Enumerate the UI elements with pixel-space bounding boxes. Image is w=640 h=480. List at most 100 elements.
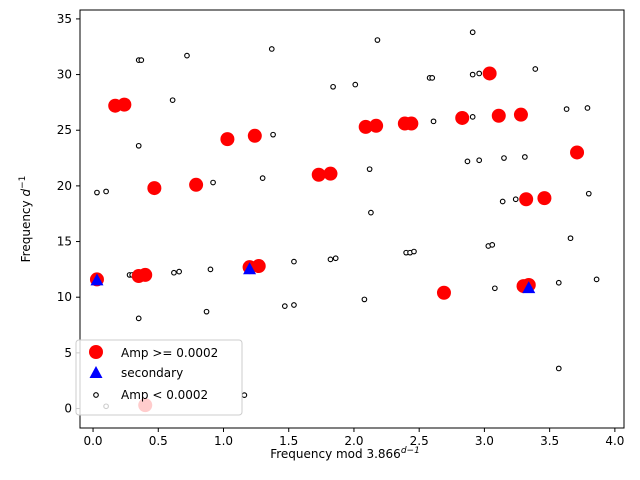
y-axis-label: Frequency d−1	[18, 176, 33, 263]
x-tick-label: 0.0	[83, 434, 102, 448]
point-secondary	[90, 273, 104, 286]
point-amp-low	[327, 256, 334, 263]
point-amp-low	[491, 285, 498, 292]
point-amp-low	[532, 66, 539, 72]
point-amp-low	[522, 154, 528, 160]
y-tick-label: 25	[57, 123, 72, 137]
point-amp-low	[332, 255, 339, 262]
point-amp-low	[469, 71, 476, 78]
y-tick-label: 0	[64, 402, 72, 416]
x-tick-label: 2.0	[344, 434, 363, 448]
legend-label-amp-high: Amp >= 0.0002	[121, 346, 218, 360]
x-tick-label: 3.5	[540, 434, 559, 448]
point-amp-low	[567, 235, 574, 242]
point-amp-low	[361, 296, 368, 303]
x-axis-label: Frequency mod 3.866d−1	[270, 446, 420, 461]
point-amp-high	[189, 177, 204, 192]
plot-frame	[79, 9, 625, 429]
point-amp-low	[291, 258, 297, 265]
point-amp-low	[476, 70, 483, 77]
point-amp-low	[476, 157, 483, 164]
point-amp-low	[555, 279, 562, 286]
x-tick-label: 2.5	[410, 434, 429, 448]
x-tick-label: 1.0	[214, 434, 233, 448]
x-tick-label: 0.5	[149, 434, 168, 448]
point-amp-high	[358, 119, 373, 134]
point-amp-low	[135, 315, 142, 322]
point-amp-low	[501, 155, 507, 161]
legend-marker-secondary	[89, 366, 103, 378]
x-tick-label: 3.0	[475, 434, 494, 448]
point-amp-low	[259, 175, 266, 181]
point-amp-low	[291, 302, 297, 308]
point-amp-low	[169, 97, 176, 104]
point-amp-high	[247, 128, 262, 143]
point-amp-low	[94, 189, 100, 196]
point-amp-low	[489, 242, 496, 248]
point-amp-high	[220, 132, 235, 147]
point-amp-low	[469, 29, 476, 36]
point-amp-low	[366, 166, 373, 173]
point-amp-low	[464, 158, 471, 165]
legend-marker-amp-low	[93, 392, 99, 398]
y-tick-label: 15	[57, 235, 72, 249]
point-amp-low	[171, 269, 177, 276]
legend-label-secondary: secondary	[121, 366, 183, 380]
point-amp-low	[429, 75, 436, 81]
y-tick-label: 20	[57, 179, 72, 193]
point-amp-high	[147, 181, 162, 196]
legend-marker-amp-high	[89, 345, 103, 359]
point-amp-low	[411, 248, 417, 255]
point-amp-high	[311, 167, 326, 182]
point-amp-low	[430, 118, 437, 125]
point-amp-low	[352, 81, 359, 88]
data-marks	[89, 29, 600, 413]
point-amp-low	[176, 268, 182, 275]
point-amp-low	[207, 266, 214, 273]
point-amp-low	[585, 190, 592, 197]
y-tick-label: 30	[57, 68, 72, 82]
point-amp-low	[563, 106, 570, 112]
point-amp-low	[469, 114, 476, 120]
y-tick-label: 35	[57, 12, 72, 26]
point-amp-low	[103, 188, 109, 195]
point-amp-high	[138, 267, 153, 282]
point-amp-low	[374, 37, 381, 43]
point-amp-low	[499, 198, 506, 205]
point-secondary	[243, 262, 257, 275]
point-amp-low	[138, 57, 145, 63]
point-amp-low	[281, 303, 288, 309]
point-amp-low	[593, 276, 600, 283]
point-amp-low	[203, 308, 210, 315]
point-amp-high	[455, 110, 470, 125]
legend-box	[75, 339, 243, 416]
point-amp-high	[117, 97, 132, 112]
point-amp-high	[436, 285, 451, 300]
point-amp-low	[241, 392, 248, 399]
point-amp-high	[570, 145, 585, 160]
point-amp-low	[368, 209, 374, 216]
point-amp-low	[512, 196, 519, 203]
y-tick-label: 10	[57, 290, 72, 304]
point-amp-high	[519, 192, 534, 207]
point-amp-low	[555, 365, 562, 372]
point-secondary	[522, 281, 536, 294]
legend-label-amp-low: Amp < 0.0002	[121, 388, 208, 402]
point-amp-low	[268, 46, 275, 52]
point-amp-low	[135, 142, 142, 149]
point-amp-high	[323, 166, 338, 181]
y-tick-label: 5	[64, 346, 72, 360]
point-amp-high	[369, 118, 384, 133]
y-axis: 0 5 10 15 20 25 30 35	[57, 12, 80, 416]
x-tick-label: 1.5	[279, 434, 298, 448]
point-amp-high	[404, 116, 419, 131]
point-amp-high	[251, 259, 266, 274]
point-amp-high	[491, 108, 506, 123]
point-amp-low	[330, 83, 336, 90]
x-tick-label: 4.0	[605, 434, 624, 448]
point-amp-low	[184, 52, 190, 59]
legend: Amp >= 0.0002 secondary Amp < 0.0002	[75, 339, 243, 416]
point-amp-high	[537, 191, 552, 206]
point-amp-low	[210, 179, 216, 186]
